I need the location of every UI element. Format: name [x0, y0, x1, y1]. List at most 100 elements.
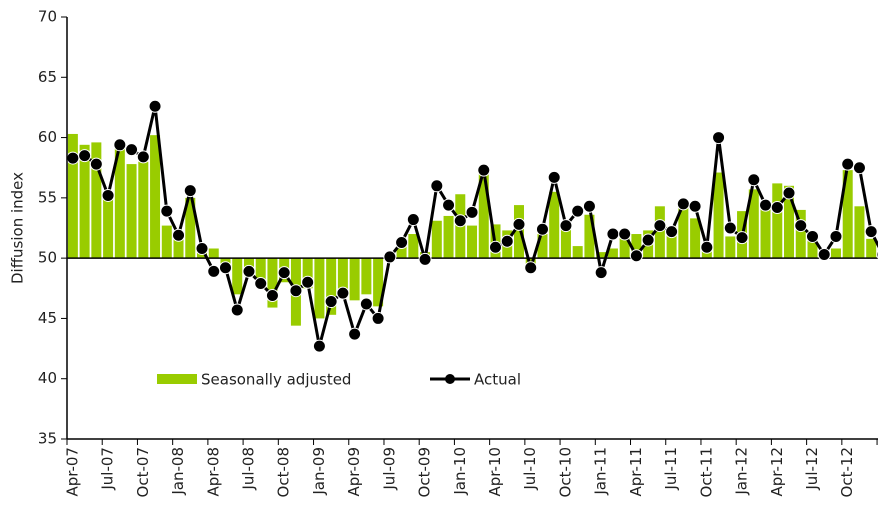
- marker: [89, 157, 103, 171]
- bar: [114, 147, 125, 259]
- x-tick-label: Jan-11: [592, 447, 610, 496]
- bar: [584, 214, 595, 259]
- bar: [220, 258, 231, 265]
- marker: [383, 250, 397, 264]
- bar: [337, 258, 348, 295]
- marker: [465, 205, 479, 219]
- marker: [512, 217, 526, 231]
- y-tick-label: 65: [38, 68, 57, 86]
- x-tick-label: Oct-08: [275, 447, 293, 497]
- marker: [606, 227, 620, 241]
- y-tick-label: 50: [38, 249, 57, 267]
- marker: [230, 303, 244, 317]
- bar: [67, 133, 78, 259]
- marker: [782, 186, 796, 200]
- bar: [103, 197, 114, 259]
- bar: [467, 225, 478, 259]
- x-tick-label: Apr-12: [768, 447, 786, 497]
- x-tick-label: Jul-08: [239, 447, 257, 491]
- x-tick-label: Jan-10: [451, 447, 469, 496]
- marker: [500, 234, 514, 248]
- marker: [148, 99, 162, 113]
- bar: [361, 258, 372, 295]
- marker: [852, 161, 866, 175]
- marker: [301, 275, 315, 289]
- y-tick-label: 55: [38, 188, 57, 206]
- marker: [489, 240, 503, 254]
- legend-swatch: [157, 374, 197, 384]
- marker: [477, 163, 491, 177]
- marker: [242, 264, 256, 278]
- legend-label: Seasonally adjusted: [201, 371, 351, 389]
- marker: [747, 173, 761, 187]
- bar: [431, 220, 442, 259]
- bar: [349, 258, 360, 301]
- marker: [676, 197, 690, 211]
- bar: [596, 252, 607, 259]
- legend-marker: [445, 374, 455, 384]
- marker: [172, 228, 186, 242]
- marker: [183, 184, 197, 198]
- marker: [442, 198, 456, 212]
- marker: [723, 221, 737, 235]
- bar: [150, 135, 161, 259]
- x-tick-label: Jul-10: [521, 447, 539, 491]
- bar: [678, 207, 689, 259]
- marker: [324, 295, 338, 309]
- x-tick-label: Oct-09: [416, 447, 434, 497]
- bar: [807, 237, 818, 259]
- bar: [267, 258, 278, 308]
- marker: [641, 233, 655, 247]
- marker: [371, 311, 385, 325]
- marker: [195, 241, 209, 255]
- bar: [725, 236, 736, 259]
- bar: [572, 246, 583, 259]
- bar: [854, 206, 865, 259]
- x-tick-label: Jul-09: [380, 447, 398, 491]
- x-tick-label: Oct-10: [556, 447, 574, 497]
- marker: [207, 264, 221, 278]
- bar: [784, 185, 795, 259]
- bar: [314, 258, 325, 319]
- marker: [312, 339, 326, 353]
- marker: [829, 229, 843, 243]
- bar: [443, 215, 454, 259]
- bar: [408, 234, 419, 259]
- y-tick-label: 70: [38, 8, 57, 26]
- bar: [79, 144, 90, 259]
- bar: [654, 206, 665, 259]
- marker: [665, 225, 679, 239]
- x-tick-label: Jul-11: [662, 447, 680, 491]
- x-tick-label: Jan-08: [169, 447, 187, 496]
- marker: [430, 179, 444, 193]
- marker: [770, 201, 784, 215]
- x-tick-label: Apr-09: [345, 447, 363, 497]
- marker: [582, 199, 596, 213]
- x-tick-label: Oct-07: [134, 447, 152, 497]
- marker: [406, 213, 420, 227]
- bar: [326, 258, 337, 315]
- y-tick-label: 60: [38, 128, 57, 146]
- bar: [126, 164, 137, 259]
- marker: [759, 198, 773, 212]
- marker: [594, 266, 608, 280]
- marker: [113, 138, 127, 152]
- bar: [795, 209, 806, 259]
- bar: [232, 258, 243, 295]
- y-axis-label: Diffusion index: [9, 172, 27, 284]
- marker: [218, 261, 232, 275]
- bar: [549, 191, 560, 259]
- bar: [513, 205, 524, 259]
- marker: [101, 188, 115, 202]
- marker: [395, 235, 409, 249]
- marker: [629, 249, 643, 263]
- marker: [841, 157, 855, 171]
- bar: [842, 170, 853, 259]
- marker: [336, 286, 350, 300]
- marker: [418, 252, 432, 266]
- bar: [537, 234, 548, 259]
- marker: [805, 229, 819, 243]
- bar: [302, 258, 313, 289]
- line: [72, 105, 878, 347]
- bar: [161, 225, 172, 259]
